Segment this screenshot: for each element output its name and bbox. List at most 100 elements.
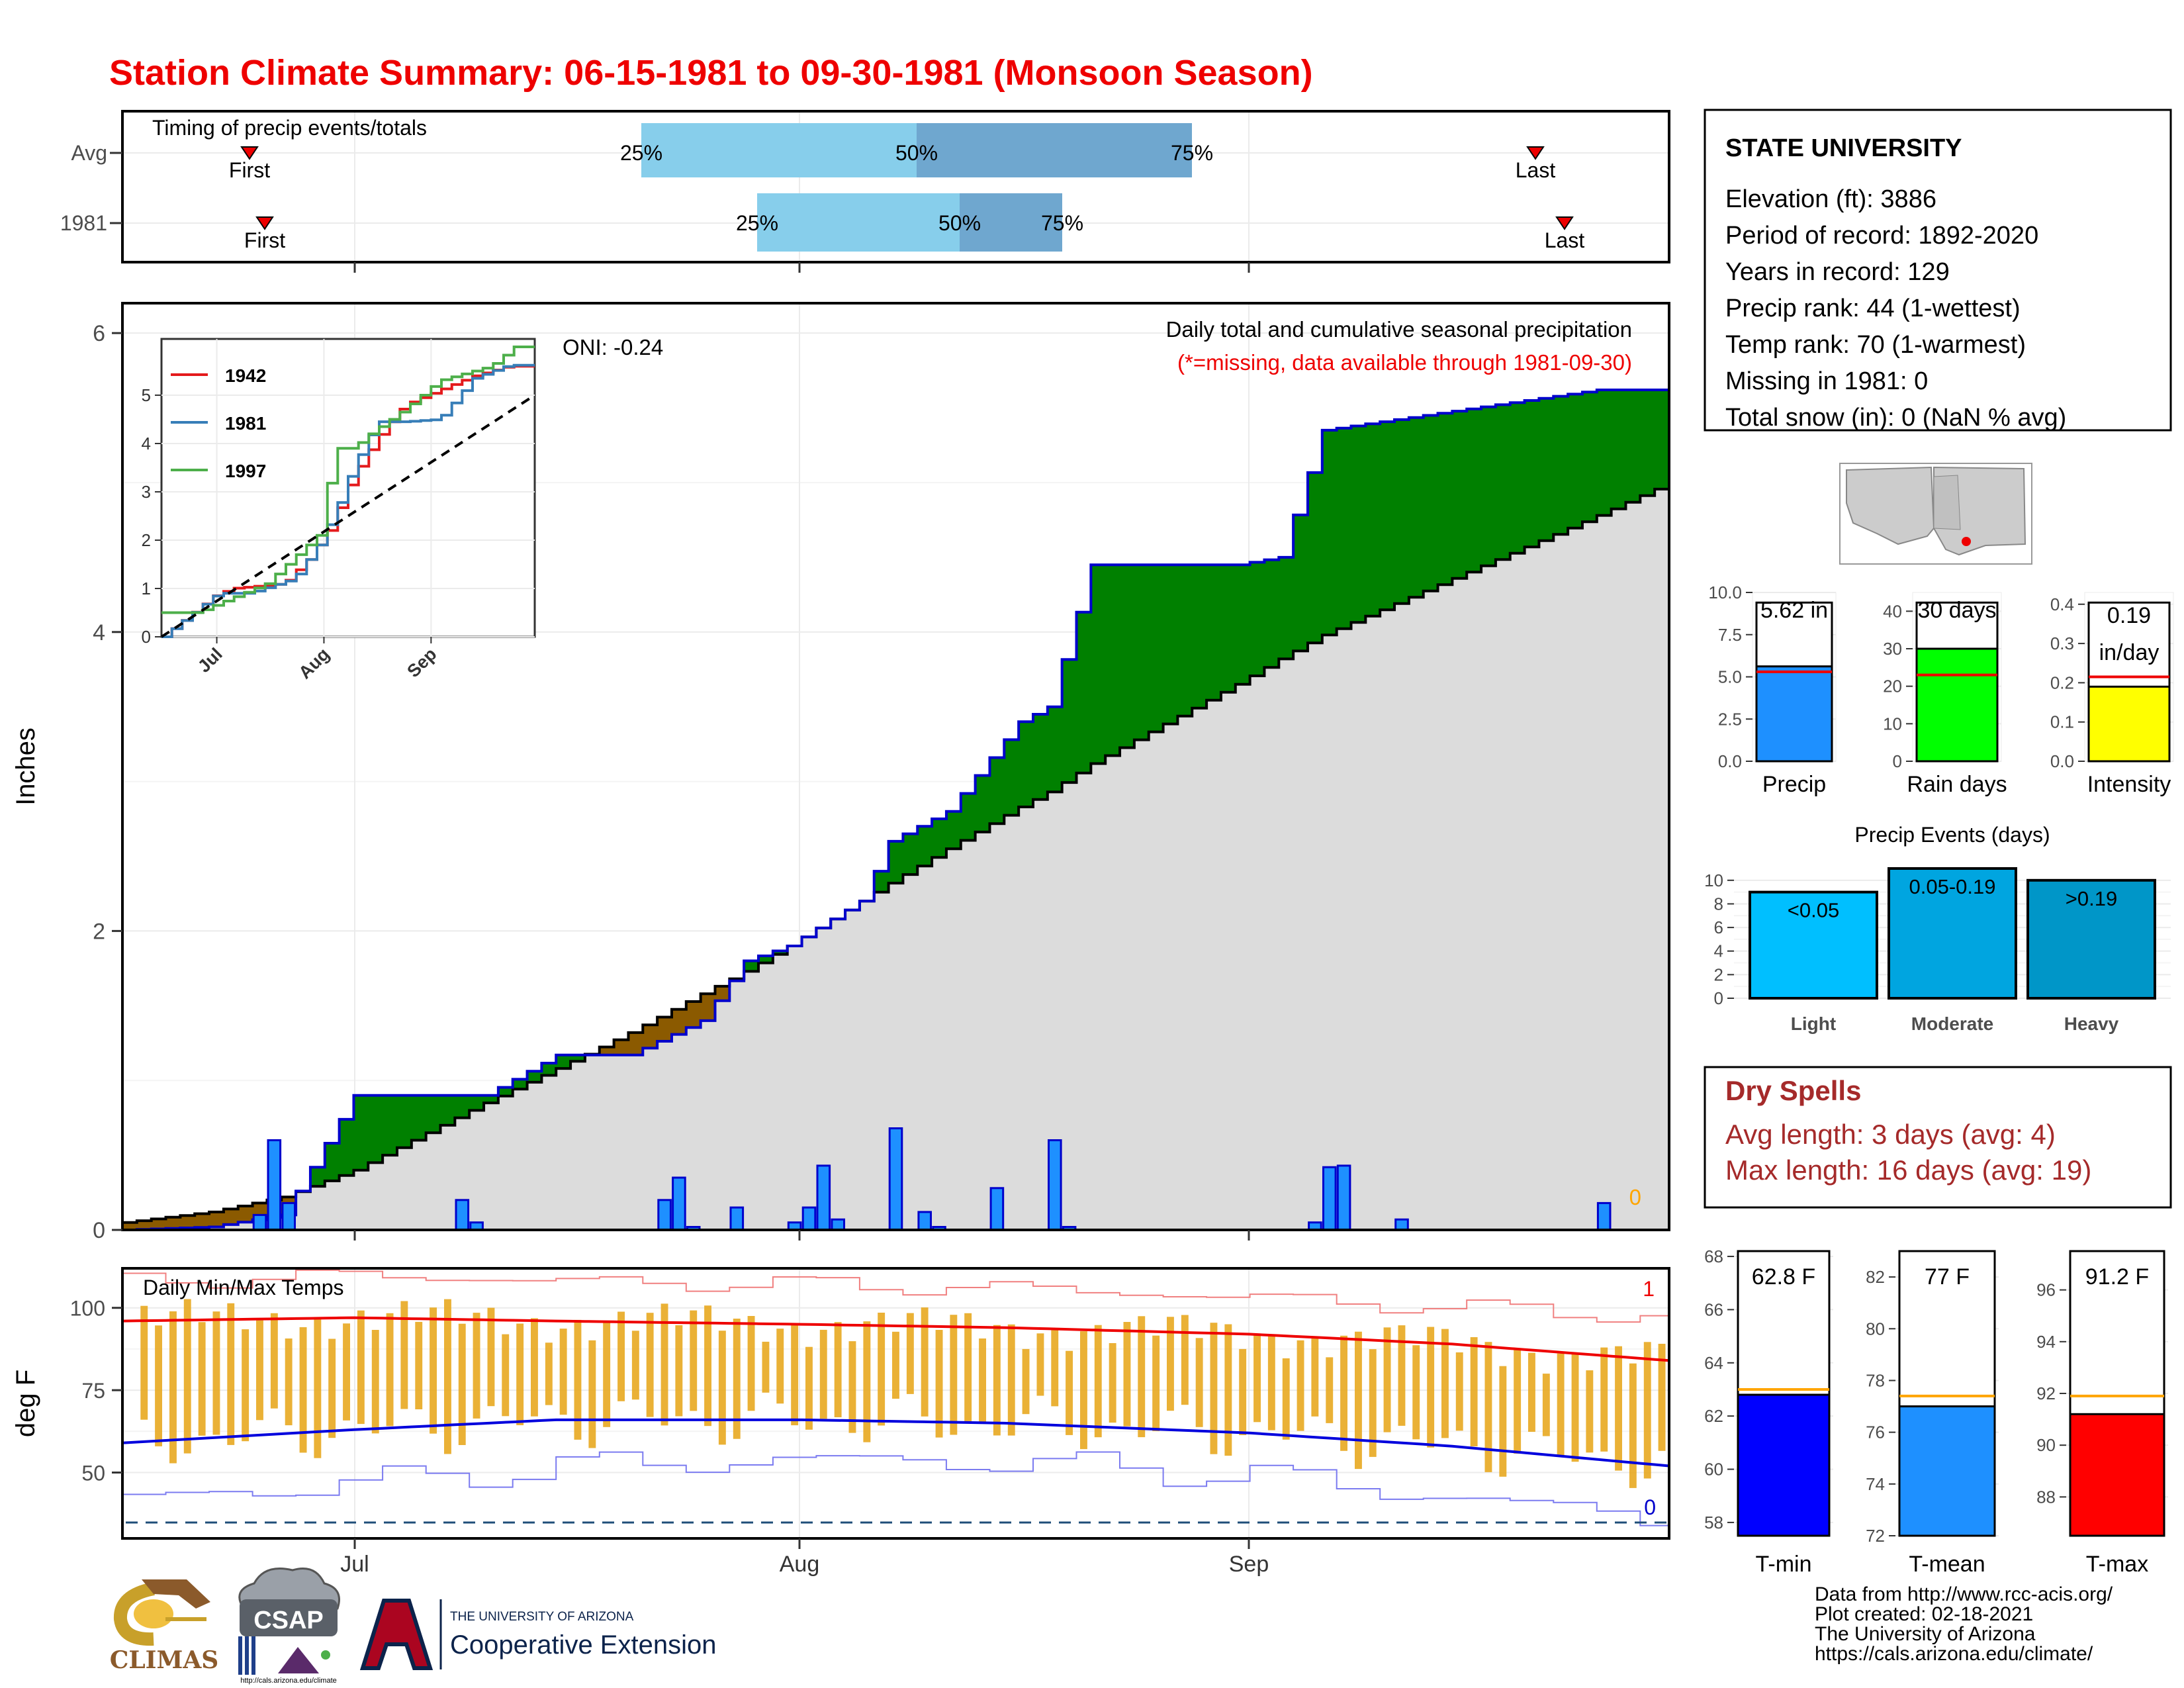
surplus-fill	[1640, 390, 1655, 496]
daily-temp-range-bar	[1355, 1331, 1362, 1470]
daily-temp-range-bar	[660, 1303, 668, 1426]
surplus-fill	[874, 871, 889, 892]
inset-y-tick-label: 4	[142, 434, 151, 453]
deficit-fill	[165, 1217, 181, 1229]
daily-temp-range-bar	[646, 1313, 654, 1417]
surplus-fill	[1235, 565, 1251, 684]
surplus-fill	[888, 841, 903, 884]
station-name: STATE UNIVERSITY	[1725, 134, 1962, 162]
deficit-fill	[180, 1215, 195, 1228]
daily-temp-range-bar	[242, 1329, 250, 1442]
surplus-fill	[772, 951, 788, 955]
deficit-fill	[599, 1047, 615, 1055]
oni-label: ONI: -0.24	[563, 335, 663, 359]
mini-bar-y-tick-label: 10.0	[1708, 583, 1742, 602]
daily-precip-bar	[267, 1139, 282, 1231]
mini-bar-y-tick-label: 0.2	[2050, 673, 2074, 692]
timing-1981-bar-early	[757, 193, 960, 252]
mini-bar-y-tick-label: 10	[1883, 714, 1902, 733]
events-bar-label: <0.05	[1788, 899, 1839, 922]
surplus-fill	[903, 833, 918, 875]
daily-temp-range-bar	[1066, 1350, 1073, 1435]
surplus-fill	[498, 1087, 514, 1096]
daily-temp-range-bar	[863, 1321, 871, 1442]
climas-logo: CLIMAS	[110, 1579, 218, 1674]
surplus-fill	[1120, 565, 1135, 748]
surplus-fill	[1148, 565, 1164, 732]
timing-row-1981-label: 1981	[60, 211, 107, 235]
mini-bar-name: Intensity	[2087, 772, 2171, 797]
temperature-summary-bars: 58 60 62 64 66 68 62.8 F T-min 72 74 76 78 80 82 77 F T…	[1704, 1246, 2168, 1577]
timing-1981-first-marker	[255, 216, 274, 230]
mini-bar-y-tick-label: 30	[1883, 639, 1902, 659]
surplus-fill	[1655, 390, 1670, 489]
university-logo: THE UNIVERSITY OF ARIZONA Cooperative Ex…	[359, 1599, 716, 1670]
events-bar-heavy: >0.19 Heavy	[2026, 878, 2156, 1034]
page-title: Station Climate Summary: 06-15-1981 to 0…	[109, 53, 1313, 93]
daily-temp-range-bar	[747, 1316, 755, 1411]
inset-legend: 1942 1981 1997	[171, 365, 266, 481]
daily-temp-range-bar	[1080, 1331, 1087, 1450]
inset-y-tick-label: 0	[142, 627, 151, 647]
inset-y-tick-label: 1	[142, 579, 151, 598]
temp-y-tick-label: 100	[70, 1297, 105, 1321]
x-tick-sep: Sep	[1229, 1552, 1269, 1577]
daily-precip-bar	[1394, 1218, 1409, 1231]
dry-spells-box: Dry Spells Avg length: 3 days (avg: 4) M…	[1704, 1066, 2172, 1209]
daily-temp-range-bar	[1152, 1335, 1160, 1431]
daily-temp-range-bar	[1326, 1357, 1334, 1423]
arizona-a-mark	[359, 1599, 433, 1670]
daily-temp-range-bar	[140, 1305, 148, 1420]
surplus-fill	[917, 826, 933, 867]
temps-low-count: 0	[1644, 1495, 1656, 1519]
surplus-fill	[1134, 565, 1150, 740]
temp-bar-value-label: 91.2 F	[2085, 1264, 2149, 1289]
daily-temp-range-bar	[1282, 1358, 1290, 1440]
surplus-fill	[1322, 430, 1338, 635]
daily-temp-range-bar	[1253, 1334, 1261, 1423]
surplus-fill	[541, 1063, 557, 1076]
data-credits: Data from http://www.rcc-acis.org/ Plot …	[1815, 1583, 2113, 1665]
timing-avg-last-marker	[1526, 146, 1545, 160]
deficit-fill	[151, 1219, 167, 1229]
surplus-fill	[1264, 559, 1279, 668]
daily-temp-range-bar	[921, 1307, 929, 1417]
mini-bar-y-tick-label: 0.3	[2050, 633, 2074, 653]
mini-bar-y-tick-label: 2.5	[1718, 709, 1742, 729]
surplus-fill	[411, 1095, 427, 1141]
daily-precip-bar	[657, 1199, 672, 1231]
daily-temp-range-bar	[1542, 1374, 1550, 1436]
daily-temp-range-bar	[1167, 1317, 1174, 1411]
surplus-fill	[1625, 390, 1641, 502]
temp-bar-t-mean: 72 74 76 78 80 82 77 F T-mean	[1866, 1250, 1999, 1577]
surplus-fill	[1582, 392, 1598, 522]
inset-y-tick-label: 5	[142, 385, 151, 405]
daily-temp-range-bar	[631, 1331, 639, 1400]
record-low-line	[122, 1451, 1669, 1526]
daily-temp-range-bar	[935, 1330, 943, 1438]
surplus-fill	[455, 1095, 470, 1118]
surplus-fill	[1019, 722, 1034, 807]
surplus-fill	[1365, 424, 1381, 616]
timing-1981-p25: 25%	[736, 211, 778, 235]
daily-temp-range-bar	[1643, 1342, 1651, 1479]
daily-precip-bar	[917, 1211, 933, 1231]
mini-bar-y-tick-label: 0	[1893, 751, 1902, 771]
surplus-fill	[946, 811, 962, 849]
surplus-fill	[989, 757, 1005, 824]
surplus-fill	[1568, 394, 1583, 528]
credit-line-3: The University of Arizona	[1815, 1623, 2036, 1645]
daily-temp-range-bar	[1036, 1333, 1044, 1396]
daily-temp-range-bar	[805, 1346, 813, 1430]
daily-precip-bar	[888, 1127, 903, 1231]
temp-bar-y-tick-label: 58	[1704, 1513, 1723, 1532]
surplus-fill	[484, 1095, 499, 1103]
mini-bar-y-tick-label: 20	[1883, 677, 1902, 696]
daily-temp-range-bar	[1383, 1327, 1391, 1432]
daily-precip-bar	[455, 1199, 470, 1231]
daily-precip-bar	[989, 1187, 1005, 1231]
deficit-fill	[122, 1222, 138, 1230]
inset-avg-line	[160, 394, 536, 638]
surplus-fill	[1394, 419, 1410, 604]
surplus-fill	[1076, 612, 1091, 773]
